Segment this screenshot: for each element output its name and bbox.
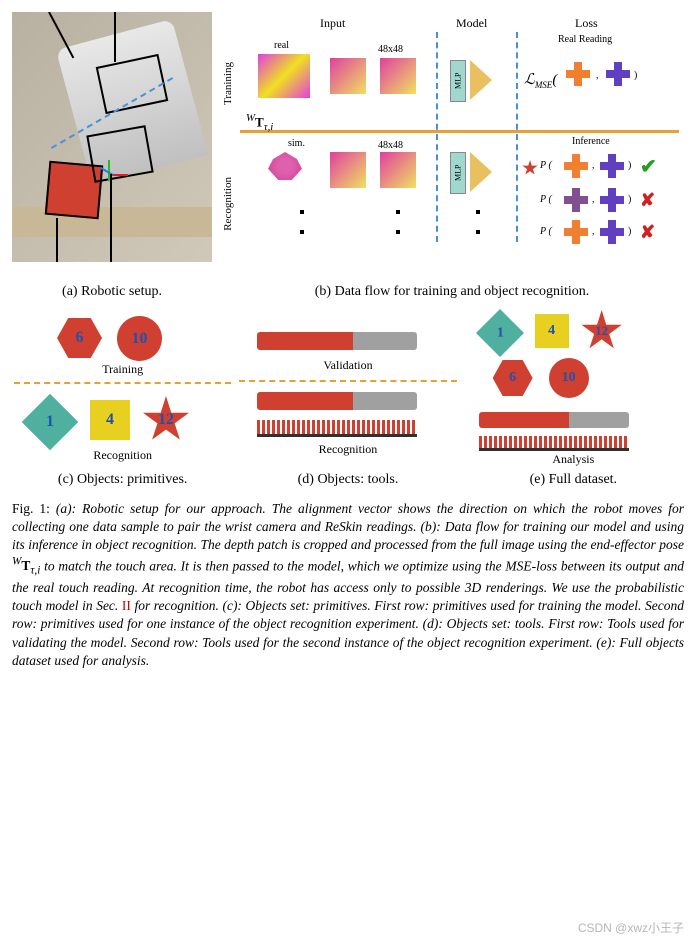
x-icon-2: ✘ (640, 222, 655, 243)
c-sep (14, 382, 231, 384)
p3: P ( (540, 226, 552, 237)
panel-d: Validation Recognition (d) Objects: tool… (237, 308, 458, 488)
caption-e: (e) Full dataset. (463, 472, 684, 488)
c-row1-label: Training (102, 362, 143, 377)
check-icon: ✔ (640, 154, 657, 179)
tool-knife-1 (257, 332, 417, 350)
e-knife (479, 412, 629, 428)
cap-prefix: Fig. 1: (12, 501, 56, 516)
figure-caption: Fig. 1: (a): Robotic setup for our appro… (12, 500, 684, 670)
col-model: Model (456, 16, 487, 31)
robot-photo: Align. Vector Wrist Camera Object ReSkin (12, 12, 212, 262)
col-div-2 (516, 32, 518, 242)
e-flower: 10 (549, 358, 589, 398)
panel-a: Align. Vector Wrist Camera Object ReSkin… (12, 12, 212, 300)
funnel-recog (470, 152, 492, 192)
obj-flower-10: 10 (117, 316, 162, 361)
obj-star-12: 12 (142, 396, 190, 444)
leader-reskin (110, 174, 112, 262)
sim-mesh (268, 152, 302, 180)
e-row-label: Analysis (552, 452, 594, 467)
caption-d: (d) Objects: tools. (237, 472, 458, 488)
e-star: 12 (581, 310, 623, 352)
real-reading-label: Real Reading (558, 34, 612, 45)
tool-knife-2 (257, 392, 417, 410)
top-row: Align. Vector Wrist Camera Object ReSkin… (12, 12, 684, 300)
mid-row: 6 10 Training 1 4 12 Recognition (c) Obj… (12, 308, 684, 488)
x-icon-1: ✘ (640, 190, 655, 211)
dot5 (476, 210, 480, 214)
obj-hex-6: 6 (57, 318, 102, 358)
col-input: Input (320, 16, 345, 31)
row-label-recognition: Recognition (222, 177, 234, 231)
c-row2-label: Recognition (93, 448, 152, 463)
figure-container: Align. Vector Wrist Camera Object ReSkin… (12, 12, 684, 670)
sim-patch-1 (330, 152, 366, 188)
leader-object (56, 218, 58, 262)
e-square: 4 (535, 314, 569, 348)
obj-area-d: Validation Recognition (237, 308, 458, 468)
obj-diamond-1: 1 (22, 394, 79, 451)
panel-e: 1 4 12 6 10 Analysis (e) Full dataset. (463, 308, 684, 488)
caption-c: (c) Objects: primitives. (12, 472, 233, 488)
e-comb (479, 436, 629, 451)
diagram-b: Tranining Recognition Input Model Loss r… (220, 12, 684, 262)
cap-transform: WTτ,i (12, 558, 40, 573)
caption-b: (b) Data flow for training and object re… (220, 284, 684, 300)
hz-divider (240, 130, 679, 133)
leader-camera (114, 12, 116, 62)
dot4 (396, 230, 400, 234)
d-row2-label: Recognition (319, 442, 378, 457)
dot2 (300, 230, 304, 234)
col-div-1 (436, 32, 438, 242)
panel-b: Tranining Recognition Input Model Loss r… (220, 12, 684, 300)
dot1 (300, 210, 304, 214)
star-icon-1 (522, 160, 538, 176)
patch-size-2: 48x48 (378, 140, 403, 151)
sim-patch-2 (380, 152, 416, 188)
dot6 (476, 230, 480, 234)
sec-ref[interactable]: II (122, 598, 131, 613)
d-sep (239, 380, 456, 382)
obj-square-4: 4 (90, 400, 130, 440)
obj-area-e: 1 4 12 6 10 Analysis (463, 308, 684, 468)
e-hex: 6 (493, 360, 533, 396)
loss-label: ℒMSE( (524, 70, 557, 90)
panel-c: 6 10 Training 1 4 12 Recognition (c) Obj… (12, 308, 233, 488)
row-label-training: Tranining (222, 62, 234, 105)
inference-label: Inference (572, 136, 610, 147)
p1: P ( (540, 160, 552, 171)
obj-area-c: 6 10 Training 1 4 12 Recognition (12, 308, 233, 468)
crop-patch-2 (380, 58, 416, 94)
col-loss: Loss (575, 16, 598, 31)
crop-patch-1 (330, 58, 366, 94)
patch-size-1: 48x48 (378, 44, 403, 55)
watermark: CSDN @xwz小王子 (578, 919, 684, 936)
d-row1-label: Validation (323, 358, 372, 373)
table-surface (12, 207, 212, 237)
caption-a: (a) Robotic setup. (12, 284, 212, 300)
funnel-train (470, 60, 492, 100)
cap-b3: for recognition. (131, 598, 223, 613)
e-diamond: 1 (476, 309, 524, 357)
real-image (258, 54, 310, 98)
dot3 (396, 210, 400, 214)
mlp-recog: MLP (450, 152, 466, 194)
mlp-train: MLP (450, 60, 466, 102)
sim-label: sim. (288, 138, 305, 149)
real-label: real (274, 40, 289, 51)
coord-axes (98, 160, 128, 190)
transform-label: WTτ,i (246, 112, 273, 133)
p2: P ( (540, 194, 552, 205)
tool-comb (257, 420, 417, 437)
